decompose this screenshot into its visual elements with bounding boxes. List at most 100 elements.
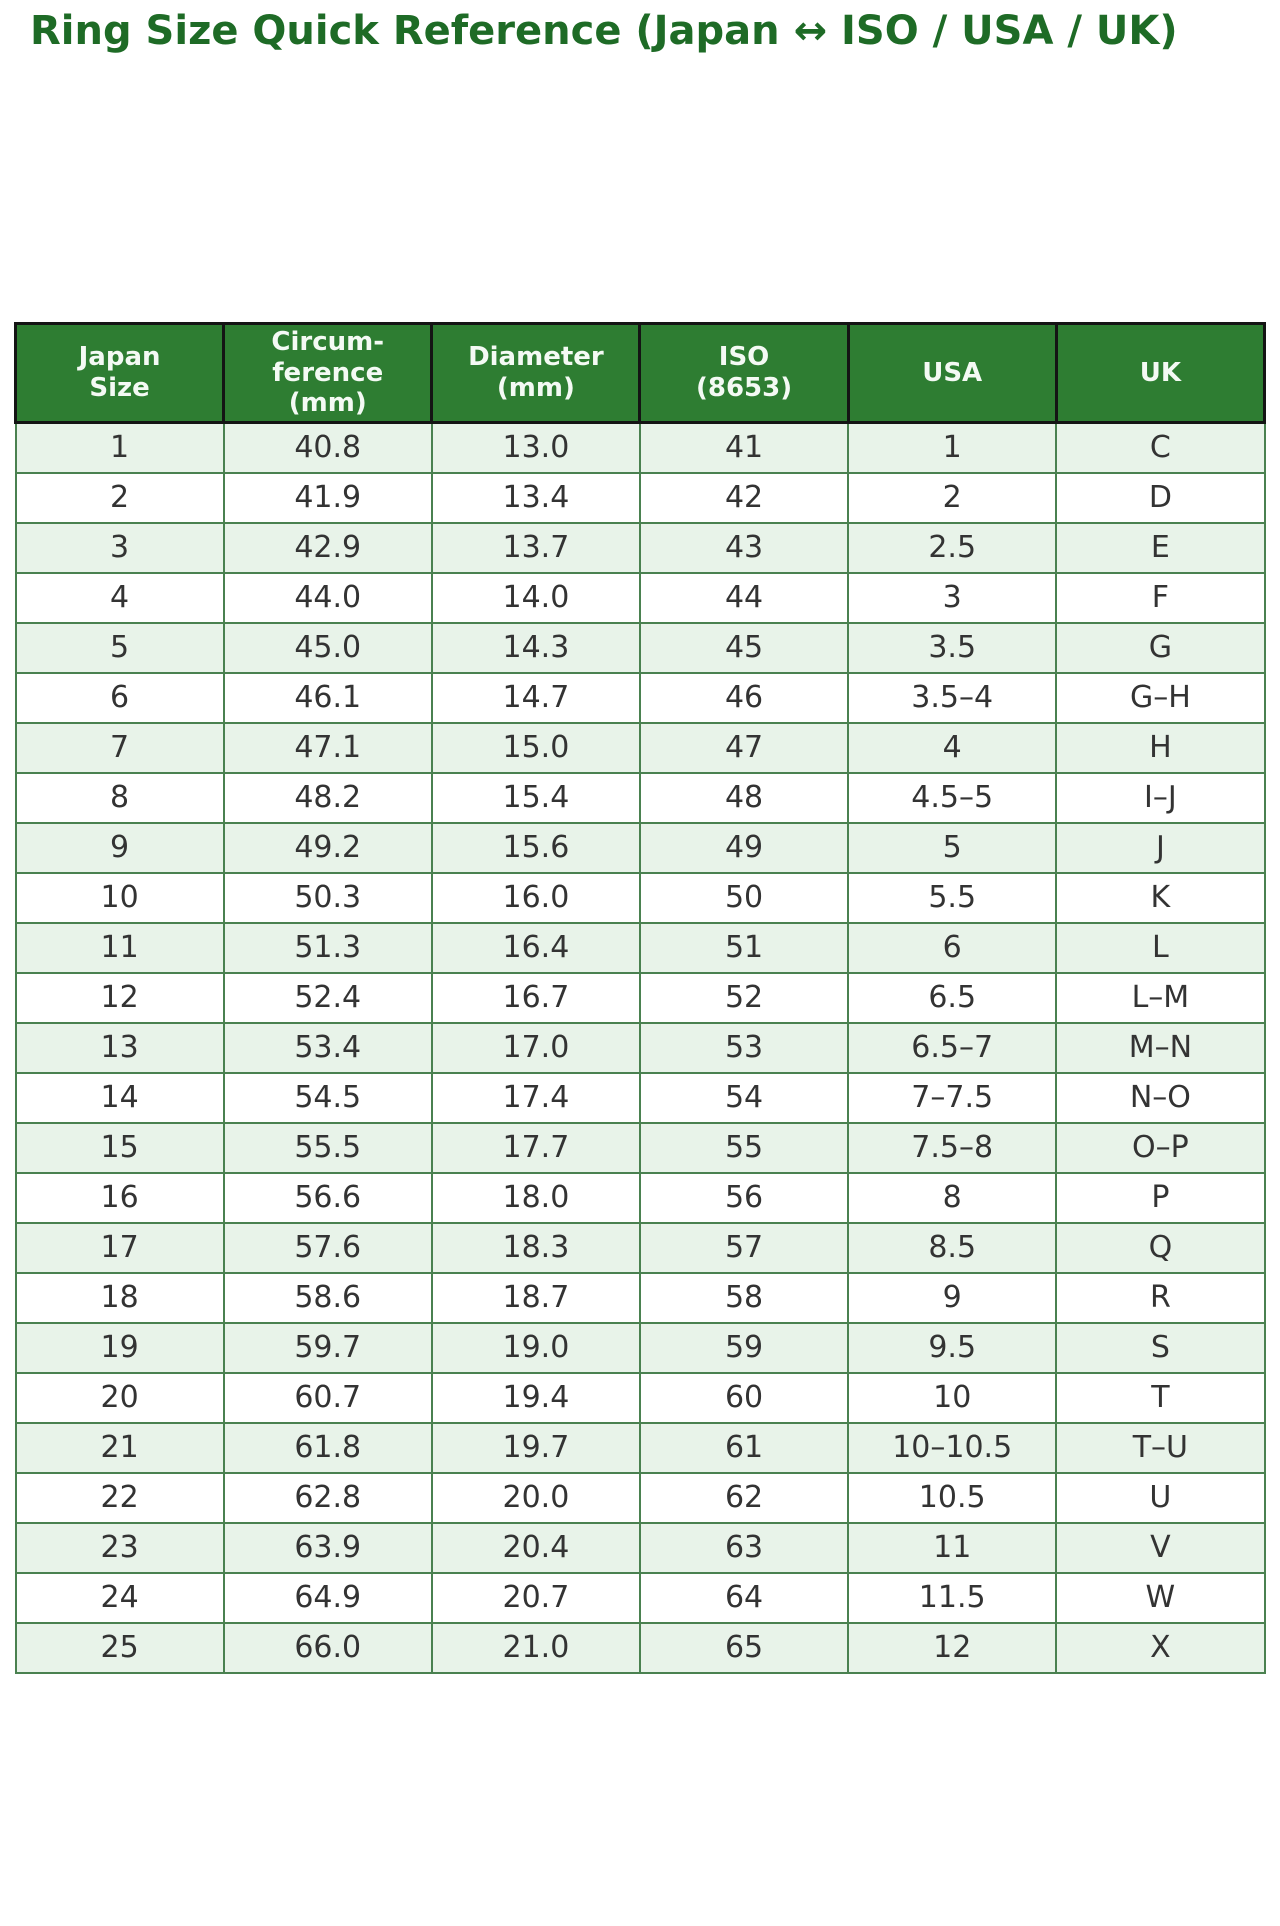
cell-circumference-mm: 46.1 <box>222 671 433 724</box>
cell-japan-size: 18 <box>14 1271 225 1324</box>
cell-iso-8653: 63 <box>638 1521 850 1574</box>
cell-uk: L–M <box>1055 971 1266 1024</box>
cell-iso-8653: 62 <box>638 1471 850 1524</box>
cell-japan-size: 20 <box>14 1371 225 1424</box>
cell-diameter-mm: 20.0 <box>430 1471 641 1524</box>
cell-diameter-mm: 15.0 <box>430 721 641 774</box>
cell-iso-8653: 52 <box>638 971 850 1024</box>
cell-iso-8653: 60 <box>638 1371 850 1424</box>
cell-usa: 4 <box>847 721 1058 774</box>
cell-uk: E <box>1055 521 1266 574</box>
column-header-iso-8653: ISO (8653) <box>638 321 850 425</box>
cell-japan-size: 13 <box>14 1021 225 1074</box>
table-row: 4 44.0 14.0 44 3 F <box>14 571 1266 624</box>
cell-diameter-mm: 19.7 <box>430 1421 641 1474</box>
header-row: Japan Size Circum- ference (mm) Diameter (… <box>13 321 1267 425</box>
cell-circumference-mm: 40.8 <box>222 421 433 474</box>
table-row: 8 48.2 15.4 48 4.5–5 I–J <box>14 771 1266 824</box>
cell-uk: S <box>1055 1321 1266 1374</box>
cell-uk: J <box>1055 821 1266 874</box>
cell-iso-8653: 43 <box>638 521 850 574</box>
cell-iso-8653: 57 <box>638 1221 850 1274</box>
cell-japan-size: 11 <box>14 921 225 974</box>
table-body: 1 40.8 13.0 41 1 C 2 41.9 13.4 42 2 D 3 42.9 13.7 43 2.5… <box>14 421 1266 1674</box>
cell-diameter-mm: 14.7 <box>430 671 641 724</box>
table-row: 2 41.9 13.4 42 2 D <box>14 471 1266 524</box>
cell-japan-size: 10 <box>14 871 225 924</box>
cell-usa: 8 <box>847 1171 1058 1224</box>
cell-diameter-mm: 18.7 <box>430 1271 641 1324</box>
cell-diameter-mm: 17.7 <box>430 1121 641 1174</box>
cell-diameter-mm: 16.0 <box>430 871 641 924</box>
cell-japan-size: 4 <box>14 571 225 624</box>
cell-japan-size: 17 <box>14 1221 225 1274</box>
cell-circumference-mm: 66.0 <box>222 1621 433 1674</box>
table-row: 25 66.0 21.0 65 12 X <box>14 1621 1266 1674</box>
cell-circumference-mm: 45.0 <box>222 621 433 674</box>
cell-circumference-mm: 55.5 <box>222 1121 433 1174</box>
cell-usa: 9.5 <box>847 1321 1058 1374</box>
cell-circumference-mm: 64.9 <box>222 1571 433 1624</box>
cell-usa: 9 <box>847 1271 1058 1324</box>
cell-uk: K <box>1055 871 1266 924</box>
cell-usa: 4.5–5 <box>847 771 1058 824</box>
table-row: 12 52.4 16.7 52 6.5 L–M <box>14 971 1266 1024</box>
column-header-circumference-mm: Circum- ference (mm) <box>222 321 434 425</box>
cell-usa: 2 <box>847 471 1058 524</box>
cell-uk: H <box>1055 721 1266 774</box>
cell-japan-size: 14 <box>14 1071 225 1124</box>
cell-circumference-mm: 62.8 <box>222 1471 433 1524</box>
cell-uk: D <box>1055 471 1266 524</box>
cell-iso-8653: 50 <box>638 871 850 924</box>
cell-usa: 8.5 <box>847 1221 1058 1274</box>
table-row: 6 46.1 14.7 46 3.5–4 G–H <box>14 671 1266 724</box>
cell-japan-size: 16 <box>14 1171 225 1224</box>
cell-japan-size: 1 <box>14 421 225 474</box>
table-row: 11 51.3 16.4 51 6 L <box>14 921 1266 974</box>
cell-iso-8653: 53 <box>638 1021 850 1074</box>
cell-circumference-mm: 61.8 <box>222 1421 433 1474</box>
cell-usa: 10 <box>847 1371 1058 1424</box>
cell-usa: 3.5 <box>847 621 1058 674</box>
cell-uk: N–O <box>1055 1071 1266 1124</box>
cell-japan-size: 25 <box>14 1621 225 1674</box>
cell-uk: W <box>1055 1571 1266 1624</box>
cell-japan-size: 21 <box>14 1421 225 1474</box>
cell-diameter-mm: 13.7 <box>430 521 641 574</box>
cell-diameter-mm: 14.0 <box>430 571 641 624</box>
cell-diameter-mm: 21.0 <box>430 1621 641 1674</box>
cell-circumference-mm: 53.4 <box>222 1021 433 1074</box>
cell-diameter-mm: 17.4 <box>430 1071 641 1124</box>
cell-iso-8653: 65 <box>638 1621 850 1674</box>
cell-circumference-mm: 52.4 <box>222 971 433 1024</box>
cell-usa: 11 <box>847 1521 1058 1574</box>
cell-iso-8653: 49 <box>638 821 850 874</box>
cell-iso-8653: 44 <box>638 571 850 624</box>
cell-diameter-mm: 18.0 <box>430 1171 641 1224</box>
cell-japan-size: 23 <box>14 1521 225 1574</box>
cell-iso-8653: 54 <box>638 1071 850 1124</box>
cell-usa: 7–7.5 <box>847 1071 1058 1124</box>
cell-diameter-mm: 13.0 <box>430 421 641 474</box>
cell-iso-8653: 48 <box>638 771 850 824</box>
cell-uk: L <box>1055 921 1266 974</box>
table-row: 16 56.6 18.0 56 8 P <box>14 1171 1266 1224</box>
cell-japan-size: 22 <box>14 1471 225 1524</box>
cell-usa: 5 <box>847 821 1058 874</box>
cell-usa: 1 <box>847 421 1058 474</box>
cell-circumference-mm: 49.2 <box>222 821 433 874</box>
cell-iso-8653: 58 <box>638 1271 850 1324</box>
cell-diameter-mm: 13.4 <box>430 471 641 524</box>
ring-size-conversion-table: Japan Size Circum- ference (mm) Diameter (… <box>13 321 1267 1674</box>
cell-usa: 3 <box>847 571 1058 624</box>
column-header-diameter-mm: Diameter (mm) <box>430 321 642 425</box>
table-row: 17 57.6 18.3 57 8.5 Q <box>14 1221 1266 1274</box>
cell-japan-size: 15 <box>14 1121 225 1174</box>
table-row: 5 45.0 14.3 45 3.5 G <box>14 621 1266 674</box>
cell-iso-8653: 61 <box>638 1421 850 1474</box>
cell-iso-8653: 46 <box>638 671 850 724</box>
cell-iso-8653: 56 <box>638 1171 850 1224</box>
cell-uk: T–U <box>1055 1421 1266 1474</box>
table-row: 9 49.2 15.6 49 5 J <box>14 821 1266 874</box>
cell-uk: R <box>1055 1271 1266 1324</box>
